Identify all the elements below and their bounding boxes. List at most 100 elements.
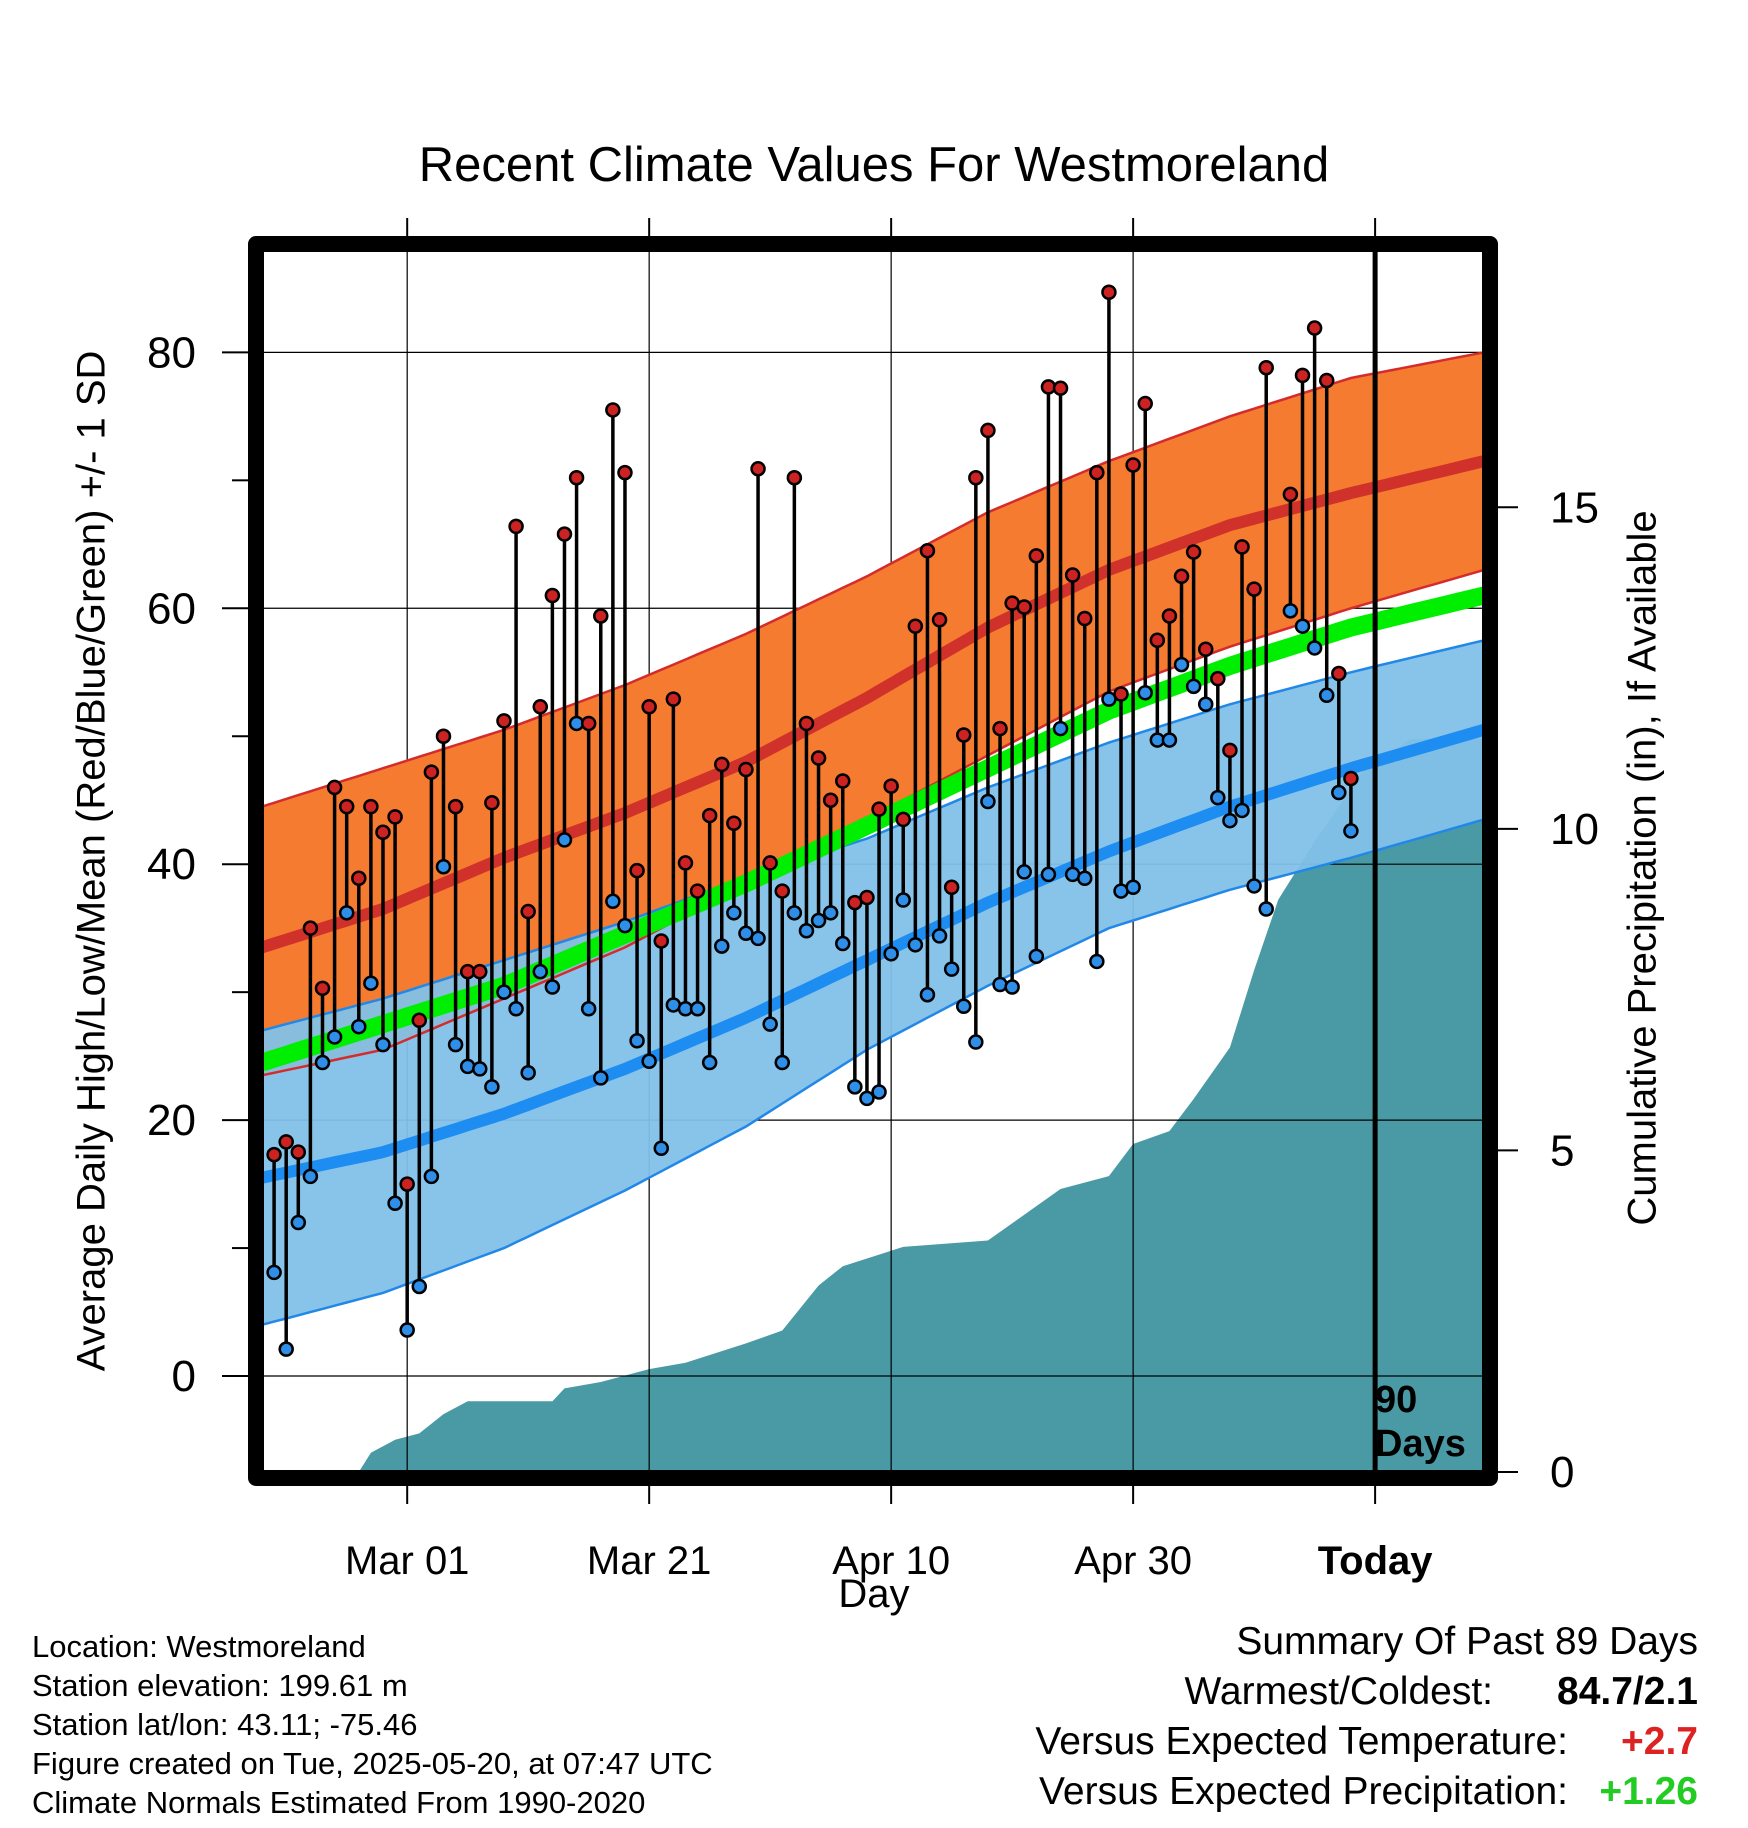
high-point-38 — [714, 756, 730, 773]
low-point-77 — [1185, 678, 1202, 695]
high-point-10 — [375, 824, 391, 840]
low-point-59 — [968, 1034, 984, 1050]
high-point-27 — [580, 715, 597, 732]
high-point-16 — [447, 798, 464, 815]
low-point-45 — [798, 922, 815, 939]
high-point-78 — [1197, 641, 1214, 657]
low-point-1 — [266, 1264, 282, 1281]
y-axis-label: Average Daily High/Low/Mean (Red/Blue/Gr… — [69, 350, 114, 1372]
low-point-54 — [907, 937, 924, 953]
y2-tick-label-3: 15 — [1550, 483, 1599, 532]
low-point-13 — [411, 1278, 428, 1295]
low-point-82 — [1246, 878, 1262, 894]
low-point-76 — [1173, 656, 1190, 673]
low-point-32 — [641, 1053, 657, 1070]
high-point-63 — [1016, 599, 1032, 615]
y-tick-label-3: 60 — [147, 584, 196, 633]
high-point-25 — [556, 526, 573, 542]
summary-warm-cold-value: 84.7/2.1 — [1557, 1670, 1698, 1713]
high-point-60 — [980, 422, 996, 439]
high-point-33 — [653, 933, 670, 949]
high-point-90 — [1343, 770, 1359, 787]
high-point-89 — [1331, 665, 1347, 682]
low-point-60 — [980, 793, 996, 810]
low-point-65 — [1040, 866, 1057, 883]
high-point-57 — [943, 879, 960, 895]
high-point-46 — [810, 750, 827, 766]
high-point-55 — [919, 542, 936, 559]
low-point-86 — [1294, 618, 1311, 634]
low-point-48 — [835, 935, 851, 952]
high-point-79 — [1210, 670, 1226, 687]
low-point-3 — [290, 1214, 307, 1231]
high-point-83 — [1258, 359, 1274, 376]
summary-temp-value: +2.7 — [1621, 1720, 1698, 1763]
high-point-81 — [1234, 539, 1250, 555]
high-point-51 — [871, 801, 887, 817]
high-point-69 — [1089, 464, 1105, 481]
high-point-58 — [955, 727, 972, 743]
low-point-17 — [459, 1058, 476, 1075]
today-annotation-count: 90 — [1375, 1379, 1418, 1421]
low-point-7 — [338, 905, 355, 921]
high-point-67 — [1064, 567, 1081, 583]
high-point-68 — [1076, 610, 1093, 627]
low-point-63 — [1016, 864, 1032, 880]
high-point-43 — [774, 883, 791, 899]
high-point-11 — [387, 809, 403, 825]
high-point-88 — [1318, 372, 1335, 389]
footer-normals: Climate Normals Estimated From 1990-2020 — [32, 1785, 646, 1820]
high-point-64 — [1028, 548, 1045, 564]
y-tick-label-1: 20 — [147, 1096, 196, 1145]
low-point-31 — [629, 1033, 645, 1049]
high-point-41 — [750, 461, 766, 477]
low-point-73 — [1137, 684, 1153, 701]
high-sd-band — [262, 352, 1484, 1076]
summary-heading: Summary Of Past 89 Days — [1236, 1620, 1698, 1663]
low-point-51 — [871, 1084, 887, 1100]
low-point-27 — [580, 1001, 597, 1017]
high-point-53 — [895, 811, 911, 828]
high-point-42 — [762, 855, 778, 871]
low-point-15 — [435, 859, 452, 875]
low-point-18 — [472, 1061, 488, 1077]
high-point-34 — [665, 691, 682, 707]
high-point-35 — [677, 855, 694, 871]
x-tick-label-2: Apr 10 — [832, 1539, 950, 1583]
y2-tick-label-2: 10 — [1550, 805, 1599, 854]
high-point-56 — [931, 612, 948, 628]
y2-tick-label-1: 5 — [1550, 1126, 1574, 1175]
low-point-85 — [1282, 603, 1299, 619]
low-point-20 — [496, 984, 512, 1000]
high-point-40 — [738, 761, 754, 778]
high-upper-edge — [262, 351, 1484, 808]
high-point-14 — [423, 764, 440, 780]
low-point-81 — [1234, 802, 1250, 819]
y-tick-label-0: 0 — [172, 1352, 196, 1401]
low-point-55 — [919, 986, 936, 1003]
low-point-58 — [955, 998, 972, 1014]
high-point-26 — [568, 470, 585, 486]
x-tick-label-0: Mar 01 — [345, 1539, 470, 1583]
footer-elevation: Station elevation: 199.61 m — [32, 1668, 408, 1703]
low-point-47 — [822, 905, 839, 921]
high-mean-line — [262, 455, 1484, 954]
high-point-9 — [363, 798, 379, 815]
high-point-4 — [302, 920, 319, 936]
high-point-13 — [411, 1012, 428, 1029]
low-point-25 — [556, 832, 573, 848]
low-point-37 — [701, 1054, 718, 1071]
high-point-8 — [351, 870, 367, 887]
low-point-79 — [1210, 789, 1226, 806]
high-point-85 — [1282, 486, 1299, 503]
low-point-11 — [387, 1195, 403, 1212]
low-point-12 — [399, 1322, 415, 1338]
high-point-77 — [1185, 544, 1202, 560]
low-point-69 — [1089, 953, 1105, 970]
high-point-44 — [786, 470, 803, 486]
high-point-47 — [822, 792, 839, 808]
low-point-21 — [508, 1001, 524, 1017]
summary-temp-label: Versus Expected Temperature: — [1035, 1720, 1568, 1763]
y-tick-label-2: 40 — [147, 840, 196, 889]
low-point-43 — [774, 1054, 791, 1071]
